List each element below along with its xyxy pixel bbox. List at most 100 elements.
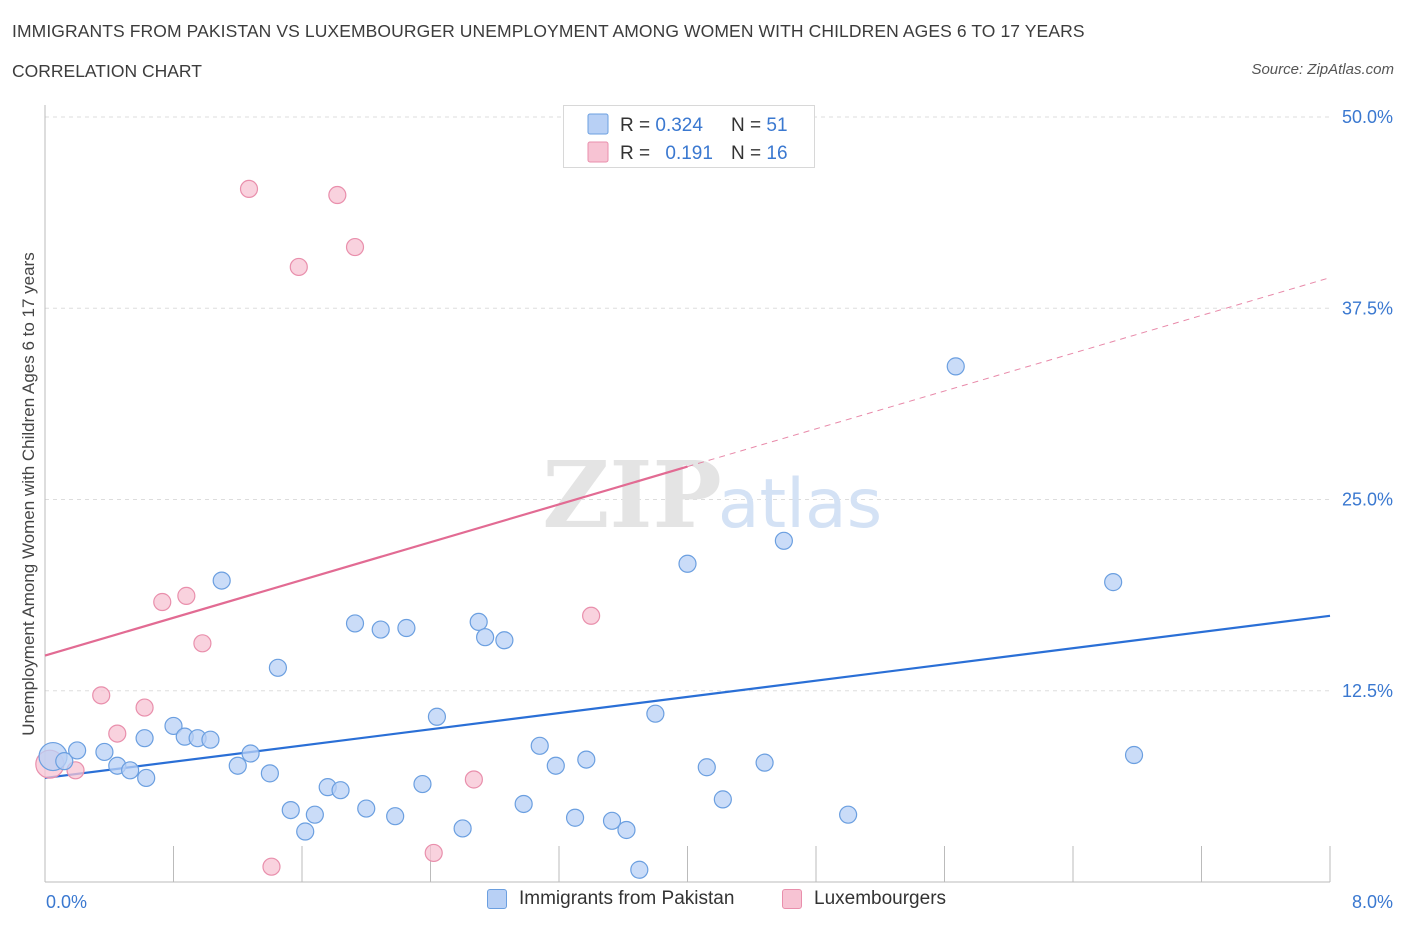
point-pakistan xyxy=(268,658,288,677)
legend-bottom-swatch-luxembourgers xyxy=(782,889,802,909)
x-tick-label-max: 8.0% xyxy=(1352,892,1393,912)
point-luxembourgers xyxy=(108,724,127,743)
point-luxembourgers xyxy=(262,857,281,876)
y-tick-label: 12.5% xyxy=(1342,681,1393,701)
point-pakistan xyxy=(331,781,350,800)
point-pakistan xyxy=(95,742,114,762)
point-pakistan xyxy=(697,758,716,777)
legend-bottom-label-pakistan: Immigrants from Pakistan xyxy=(519,888,735,909)
point-pakistan xyxy=(212,571,231,590)
point-luxembourgers xyxy=(582,606,601,625)
source-label: Source: ZipAtlas.com xyxy=(1251,61,1394,78)
point-pakistan xyxy=(678,554,697,573)
legend-item-luxembourgers: Luxembourgers xyxy=(782,888,946,910)
point-pakistan xyxy=(1124,745,1144,765)
point-pakistan xyxy=(68,741,87,760)
point-luxembourgers xyxy=(153,592,172,612)
point-luxembourgers xyxy=(424,843,443,863)
point-pakistan xyxy=(201,730,220,749)
point-luxembourgers xyxy=(328,185,347,205)
legend-r-value-pakistan: 0.324 xyxy=(655,115,703,136)
x-tick-label-min: 0.0% xyxy=(46,892,87,912)
point-pakistan xyxy=(121,761,140,780)
point-pakistan xyxy=(305,805,324,824)
point-pakistan xyxy=(397,618,416,638)
legend-r-value-luxembourgers: 0.191 xyxy=(665,143,713,164)
point-pakistan xyxy=(345,614,365,633)
legend-item-pakistan: Immigrants from Pakistan xyxy=(487,888,734,910)
y-tick-label: 25.0% xyxy=(1342,490,1393,510)
points-layer xyxy=(35,179,1144,879)
trendline-luxembourgers-extension xyxy=(687,277,1331,468)
legend-n-value-luxembourgers: 16 xyxy=(766,143,787,164)
point-pakistan xyxy=(602,811,622,830)
point-pakistan xyxy=(495,631,514,650)
point-pakistan xyxy=(565,808,585,827)
point-pakistan xyxy=(530,736,549,755)
y-axis-label: Unemployment Among Women with Children A… xyxy=(19,252,38,736)
point-pakistan xyxy=(514,794,533,814)
svg-text:R = 0.324: R = 0.324 xyxy=(620,115,703,136)
legend-n-label-luxembourgers: N = xyxy=(731,143,766,164)
point-pakistan xyxy=(296,822,315,841)
legend-r-label-pakistan: R = xyxy=(620,115,655,136)
point-pakistan xyxy=(1104,573,1123,592)
point-pakistan xyxy=(577,750,596,769)
point-pakistan xyxy=(755,753,774,772)
legend-bottom: Immigrants from Pakistan Luxembourgers xyxy=(0,888,1406,918)
legend-bottom-swatch-pakistan xyxy=(487,889,507,909)
point-pakistan xyxy=(617,820,636,840)
point-pakistan xyxy=(260,764,279,783)
point-pakistan xyxy=(228,756,247,775)
point-pakistan xyxy=(135,729,154,748)
point-luxembourgers xyxy=(464,770,483,789)
legend-r-label-luxembourgers: R = xyxy=(620,143,655,164)
point-pakistan xyxy=(371,620,390,639)
svg-text:N = 51: N = 51 xyxy=(731,115,788,136)
point-pakistan xyxy=(546,756,565,775)
watermark: ZIP atlas xyxy=(542,441,882,549)
legend-n-value-pakistan: 51 xyxy=(766,115,787,136)
grid-layer xyxy=(45,116,1330,692)
point-luxembourgers xyxy=(289,257,308,277)
point-pakistan xyxy=(357,799,376,818)
svg-text:N = 16: N = 16 xyxy=(731,143,788,164)
legend-swatch-pakistan xyxy=(587,113,609,135)
point-pakistan xyxy=(386,807,405,826)
point-pakistan xyxy=(55,752,74,771)
point-pakistan xyxy=(453,819,472,838)
point-pakistan xyxy=(469,612,488,632)
point-luxembourgers xyxy=(345,237,365,257)
y-tick-label: 50.0% xyxy=(1342,107,1393,127)
svg-text:R = 0.191: R = 0.191 xyxy=(620,143,713,164)
watermark-atlas: atlas xyxy=(718,465,882,544)
chart-title: IMMIGRANTS FROM PAKISTAN VS LUXEMBOURGER… xyxy=(12,21,1085,41)
point-pakistan xyxy=(241,744,260,763)
point-pakistan xyxy=(476,628,495,647)
point-pakistan xyxy=(946,357,965,376)
point-luxembourgers xyxy=(177,586,196,605)
point-pakistan xyxy=(427,707,447,726)
legend-n-label-pakistan: N = xyxy=(731,115,766,136)
y-tick-label: 37.5% xyxy=(1342,298,1393,318)
point-pakistan xyxy=(281,800,300,820)
chart-subtitle: CORRELATION CHART xyxy=(12,61,202,81)
legend-swatch-luxembourgers xyxy=(587,141,609,163)
point-luxembourgers xyxy=(92,686,111,705)
point-pakistan xyxy=(774,531,793,550)
point-pakistan xyxy=(413,774,432,794)
watermark-zip: ZIP xyxy=(542,441,721,549)
point-luxembourgers xyxy=(193,634,212,653)
point-pakistan xyxy=(713,790,732,809)
legend-bottom-label-luxembourgers: Luxembourgers xyxy=(814,888,947,909)
point-pakistan xyxy=(839,805,858,824)
point-luxembourgers xyxy=(135,698,154,717)
point-luxembourgers xyxy=(239,179,259,199)
legend-top: R = 0.324 N = 51 R = 0.191 N = 16 xyxy=(563,105,815,168)
trendline-luxembourgers xyxy=(44,465,688,657)
point-pakistan xyxy=(164,716,183,736)
point-pakistan xyxy=(630,860,649,879)
point-pakistan xyxy=(646,704,665,723)
point-pakistan xyxy=(137,768,156,788)
